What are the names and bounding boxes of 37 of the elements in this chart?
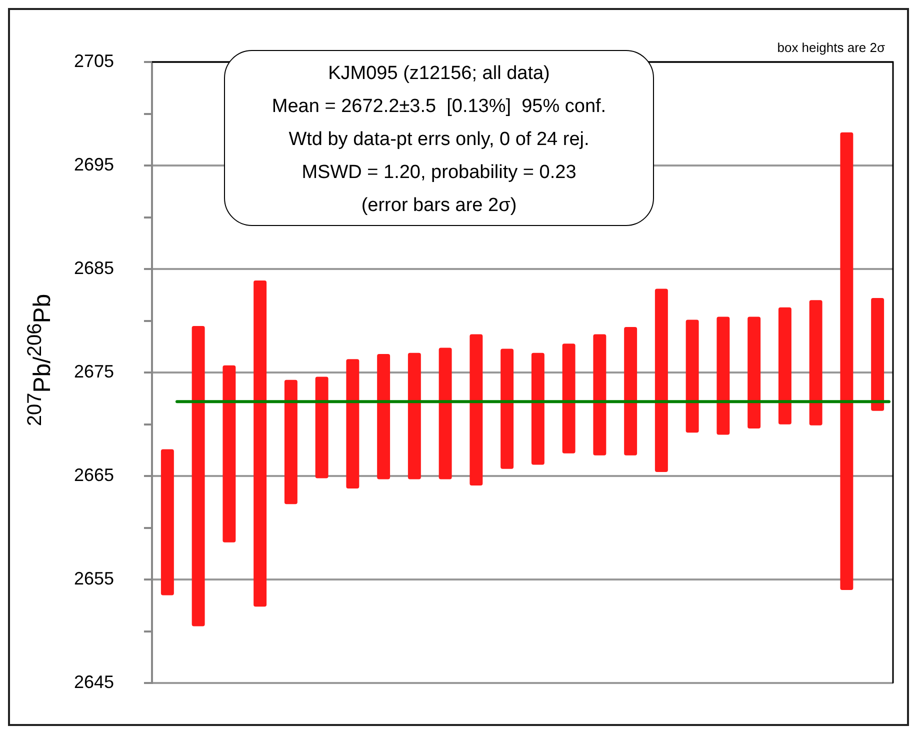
bar xyxy=(408,352,421,480)
bar xyxy=(192,326,205,626)
bar xyxy=(716,316,730,435)
bar xyxy=(871,298,884,411)
bar xyxy=(377,354,390,480)
annotation: Wtd by data-pt errs only, 0 of 24 rej. xyxy=(288,128,590,152)
y-tick-label: 2655 xyxy=(74,568,114,589)
y-tick-label: 2675 xyxy=(74,362,114,382)
chart-title: KJM095 (z12156; all data) xyxy=(327,62,551,86)
bar xyxy=(500,348,514,469)
y-tick-label: 2665 xyxy=(74,465,114,486)
bar xyxy=(624,327,638,456)
bar xyxy=(809,300,822,426)
y-tick-label: 2645 xyxy=(74,672,114,692)
text: box heights are 2σ xyxy=(777,40,885,55)
bar xyxy=(254,280,267,607)
annotation: MSWD = 1.20, probability = 0.23 xyxy=(300,161,578,185)
bar xyxy=(470,334,483,486)
y-tick-label: 2695 xyxy=(74,154,114,174)
annotation: Mean = 2672.2±3.5 [0.13%] 95% conf. xyxy=(270,95,608,119)
bar xyxy=(593,334,606,456)
bar xyxy=(315,376,328,478)
bar xyxy=(654,288,668,472)
bar xyxy=(284,380,298,504)
bar xyxy=(438,348,452,480)
bar xyxy=(531,352,544,465)
bar xyxy=(748,316,761,429)
bar xyxy=(840,132,854,590)
bar xyxy=(562,344,576,454)
y-tick-label: 2705 xyxy=(74,50,114,71)
bar xyxy=(222,365,236,542)
annotation: (error bars are 2σ) xyxy=(360,194,518,218)
bar xyxy=(160,449,174,596)
bar xyxy=(346,359,360,489)
bar xyxy=(778,307,792,424)
y-tick-label: 2685 xyxy=(74,258,114,278)
bar xyxy=(686,320,699,433)
